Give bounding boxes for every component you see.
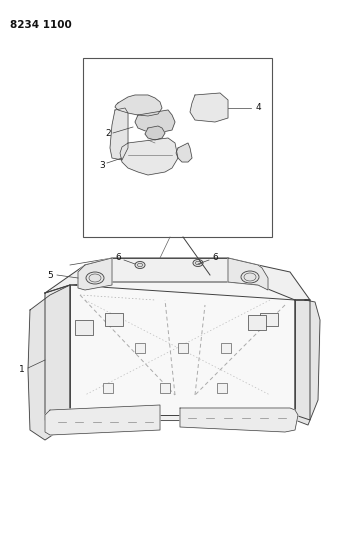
Polygon shape xyxy=(180,408,298,432)
Ellipse shape xyxy=(193,260,203,266)
Bar xyxy=(178,343,188,353)
Polygon shape xyxy=(28,285,70,440)
Bar xyxy=(103,383,113,393)
Polygon shape xyxy=(78,258,112,290)
Text: 2: 2 xyxy=(105,128,111,138)
Polygon shape xyxy=(120,138,178,175)
Bar xyxy=(75,320,93,335)
Ellipse shape xyxy=(86,272,104,284)
Bar xyxy=(160,383,170,393)
Polygon shape xyxy=(45,405,160,435)
Text: 6: 6 xyxy=(212,254,218,262)
Polygon shape xyxy=(45,258,310,300)
Text: 6: 6 xyxy=(115,254,121,262)
Polygon shape xyxy=(45,285,70,420)
Polygon shape xyxy=(70,285,295,415)
Bar xyxy=(260,313,278,326)
Bar xyxy=(217,383,227,393)
Text: 4: 4 xyxy=(255,103,261,112)
Polygon shape xyxy=(110,108,128,160)
Bar xyxy=(248,315,266,330)
Bar xyxy=(135,343,145,353)
Polygon shape xyxy=(295,300,320,425)
Polygon shape xyxy=(228,258,268,290)
Ellipse shape xyxy=(241,271,259,283)
Text: 5: 5 xyxy=(47,271,53,279)
Text: 8234 1100: 8234 1100 xyxy=(10,20,72,30)
Bar xyxy=(83,58,272,237)
Polygon shape xyxy=(135,110,175,133)
Bar xyxy=(105,313,123,326)
Polygon shape xyxy=(115,95,162,116)
Polygon shape xyxy=(295,300,310,420)
Text: 3: 3 xyxy=(99,160,105,169)
Ellipse shape xyxy=(135,262,145,269)
Polygon shape xyxy=(70,415,295,420)
Bar xyxy=(221,343,231,353)
Text: 1: 1 xyxy=(19,366,25,375)
Polygon shape xyxy=(190,93,228,122)
Polygon shape xyxy=(45,282,310,420)
Polygon shape xyxy=(145,126,165,140)
Polygon shape xyxy=(176,143,192,162)
